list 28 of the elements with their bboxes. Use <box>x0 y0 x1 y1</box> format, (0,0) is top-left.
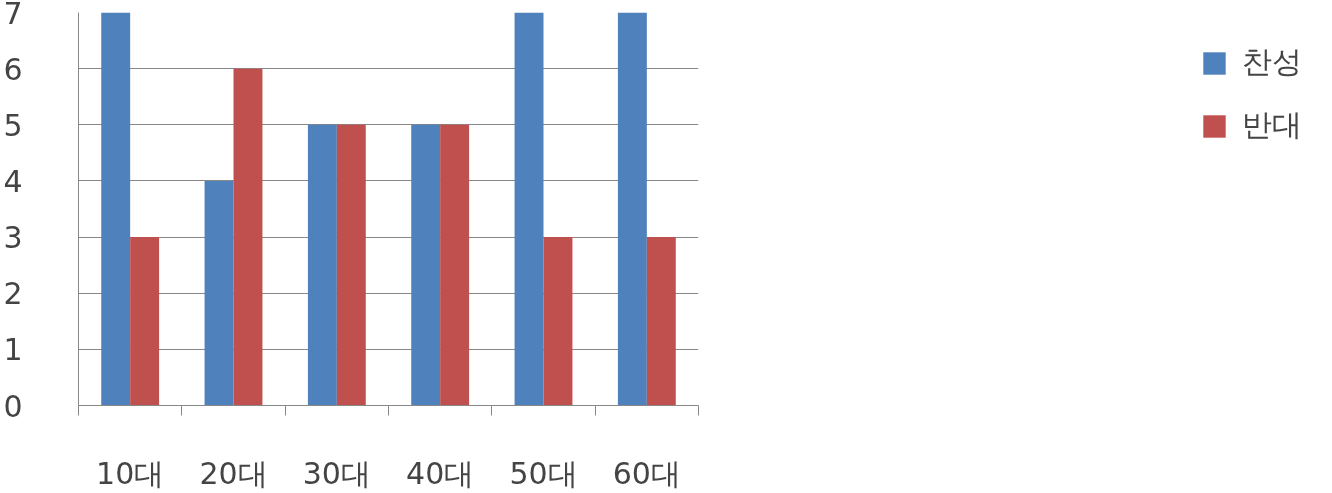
y-tick-label: 0 <box>3 388 23 424</box>
bar <box>204 180 234 406</box>
x-tick-label: 40대 <box>406 455 475 491</box>
legend-label: 반대 <box>1242 106 1302 144</box>
y-tick-label: 2 <box>3 276 23 312</box>
bar <box>101 12 131 406</box>
bar <box>336 124 366 406</box>
bar <box>233 68 263 406</box>
x-tick-label: 50대 <box>509 455 578 491</box>
bar <box>307 124 337 406</box>
y-tick-label: 4 <box>3 163 23 199</box>
legend-label: 찬성 <box>1242 43 1302 81</box>
x-tick-label: 60대 <box>612 455 681 491</box>
y-tick-label: 5 <box>3 107 23 143</box>
y-tick-label: 7 <box>3 0 23 31</box>
bar <box>617 12 647 406</box>
x-tick-label: 20대 <box>199 455 268 491</box>
x-tick-label: 10대 <box>96 455 165 491</box>
y-tick-label: 1 <box>3 332 23 368</box>
bar <box>514 12 544 406</box>
bar <box>130 237 160 406</box>
bar <box>646 237 676 406</box>
y-tick-label: 6 <box>3 51 23 87</box>
x-tick-label: 30대 <box>302 455 371 491</box>
y-tick-label: 3 <box>3 220 23 256</box>
bar <box>543 237 573 406</box>
bar <box>411 124 441 406</box>
bar <box>440 124 470 406</box>
